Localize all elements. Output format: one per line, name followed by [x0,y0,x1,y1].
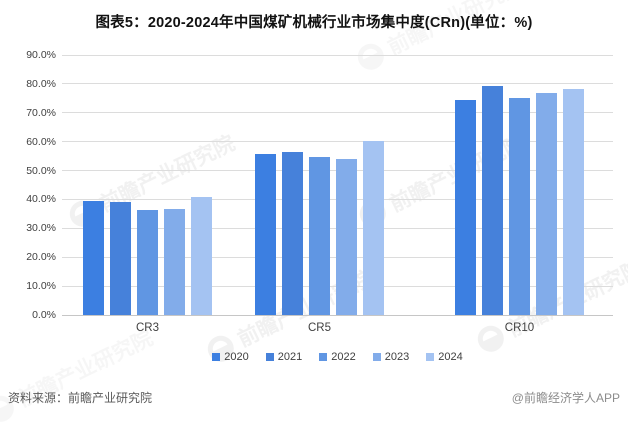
chart-figure: 图表5：2020-2024年中国煤矿机械行业市场集中度(CRn)(单位：%) 前… [0,0,628,416]
bar-cr3-2022 [137,209,158,315]
legend-item-2020: 2020 [212,351,249,363]
y-tick-label: 20.0% [26,251,56,264]
legend-item-2023: 2023 [372,351,410,363]
legend-label: 2021 [277,351,303,363]
legend-item-2022: 2022 [319,351,356,363]
bar-cr3-2020 [83,201,104,315]
y-tick-label: 90.0% [26,49,56,61]
gridline [62,112,613,114]
gridline [62,141,613,143]
bar-cr10-2021 [482,85,503,315]
legend-swatch-icon [319,353,328,361]
bar-cr5-2024 [363,141,384,315]
source-note: 资料来源：前瞻产业研究院 [8,391,153,405]
bar-cr5-2022 [309,156,330,315]
gridline [62,54,613,56]
x-tick-label-cr10: CR10 [504,322,535,334]
x-tick-label-cr5: CR5 [307,322,332,334]
chart-title: 图表5：2020-2024年中国煤矿机械行业市场集中度(CRn)(单位：%) [95,15,533,31]
y-tick-label: 10.0% [26,280,56,293]
legend-swatch-icon [372,353,381,361]
x-tick-label-cr3: CR3 [135,322,160,334]
legend-item-2024: 2024 [426,351,463,363]
y-tick-label: 30.0% [26,222,56,235]
bar-group-cr3 [83,196,212,315]
y-tick-label: 80.0% [26,77,56,90]
brand-credit: @前瞻经济学人APP [511,391,620,405]
legend-label: 2022 [331,351,356,363]
legend: 2020 2021 2022 2023 2024 [62,351,613,363]
bar-cr5-2023 [336,159,357,315]
legend-label: 2020 [224,351,249,363]
bar-group-cr10 [455,85,584,315]
legend-label: 2023 [384,351,410,363]
plot-area [62,54,613,316]
bar-cr5-2021 [282,151,303,315]
bar-cr3-2021 [110,202,131,315]
x-axis: CR3 CR5 CR10 [62,322,613,338]
bar-cr3-2023 [164,208,185,315]
bar-group-cr5 [255,141,384,315]
y-axis: 0.0% 10.0% 20.0% 30.0% 40.0% 50.0% 60.0% 70.0% 8… [0,49,56,321]
bar-cr5-2020 [255,154,276,315]
y-tick-label: 70.0% [26,106,56,119]
bar-cr10-2023 [536,93,557,315]
legend-swatch-icon [426,353,435,361]
bar-cr10-2024 [563,89,584,315]
bar-cr3-2024 [191,196,212,315]
legend-swatch-icon [265,353,274,361]
gridline [62,83,613,85]
bar-cr10-2022 [509,97,530,315]
gridline [62,314,613,316]
legend-label: 2024 [438,351,463,363]
y-tick-label: 40.0% [26,193,56,206]
bar-cr10-2020 [455,99,476,315]
y-tick-label: 0.0% [32,309,56,321]
y-tick-label: 50.0% [26,164,56,177]
legend-swatch-icon [212,353,221,361]
legend-item-2021: 2021 [265,351,303,363]
y-tick-label: 60.0% [26,135,56,148]
